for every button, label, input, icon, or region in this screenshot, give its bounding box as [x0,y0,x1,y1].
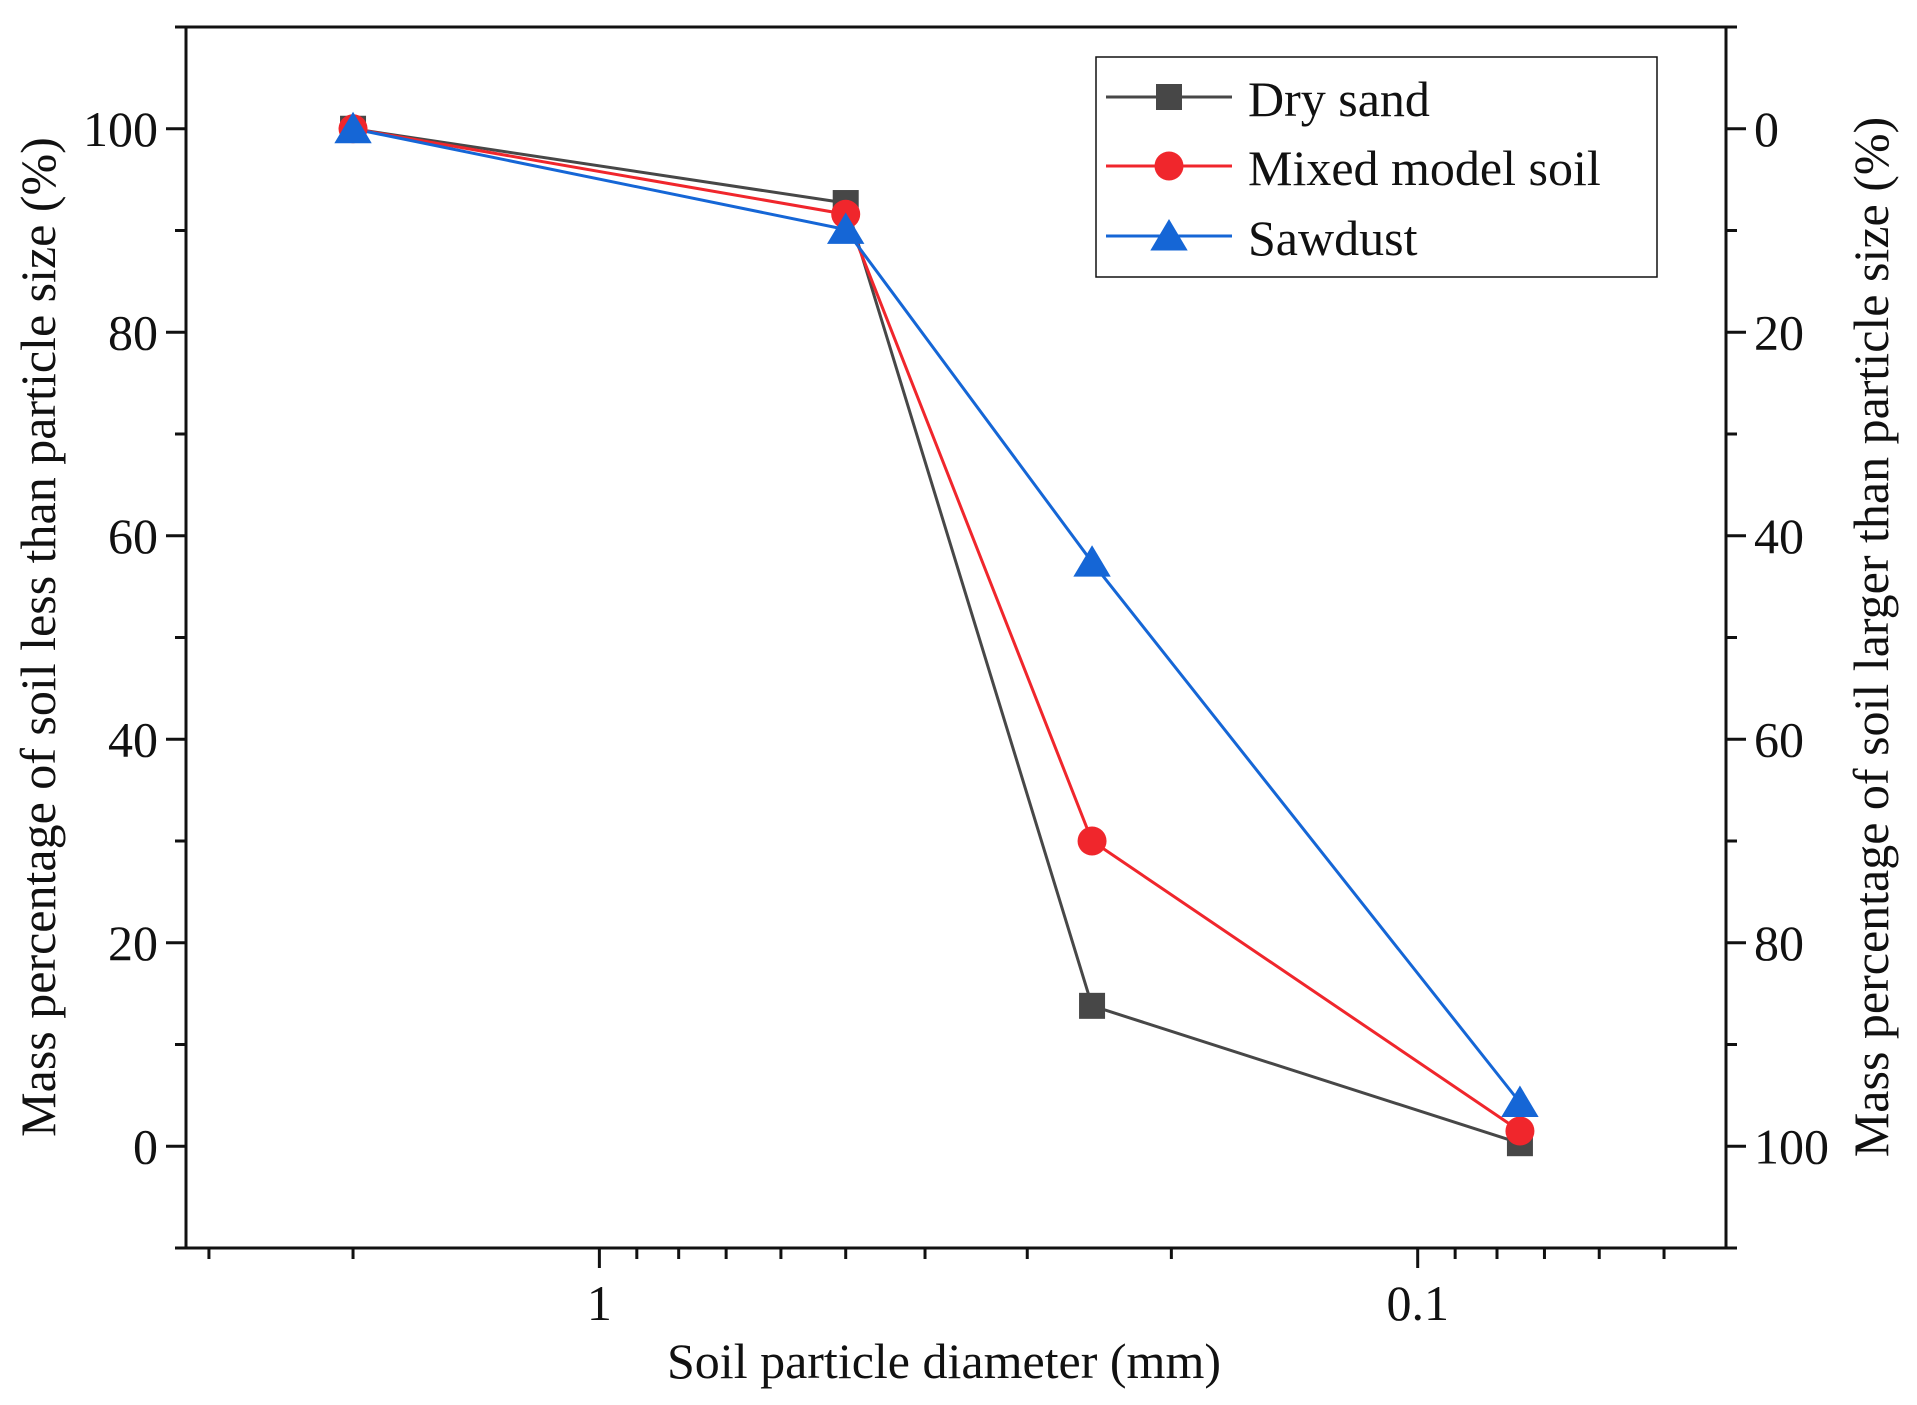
y2-tick-label: 60 [1754,711,1804,767]
y2-tick-label: 20 [1754,304,1804,360]
series-layer [334,111,1539,1157]
data-point-mixed-model-soil [1505,1116,1535,1146]
y2-tick-label: 0 [1754,101,1779,157]
legend-label-mixed-model-soil: Mixed model soil [1248,140,1601,196]
y-tick-label: 40 [108,711,158,767]
data-point-sawdust [1501,1085,1539,1117]
y-axis-title: Mass percentage of soil less than partic… [10,137,66,1137]
y-tick-label: 80 [108,304,158,360]
data-point-sawdust [827,212,865,244]
y-tick-label: 20 [108,915,158,971]
data-point-dry-sand [1079,992,1106,1019]
data-point-sawdust [334,111,372,144]
legend: Dry sand Mixed model soil Sawdust [1095,56,1658,278]
x-tick-label: 1 [587,1275,612,1331]
legend-label-dry-sand: Dry sand [1248,71,1430,127]
axes-layer: 0 20 40 60 80 100 100 80 60 40 20 0 1 0.1 [83,25,1829,1331]
data-point-sawdust [1073,545,1111,577]
y-tick-label: 0 [133,1118,158,1174]
legend-samples [1106,84,1232,251]
series-line-mixed-model-soil [352,127,1521,1133]
y-tick-label: 60 [108,508,158,564]
x-tick-label: 0.1 [1386,1275,1449,1331]
data-point-mixed-model-soil [1077,826,1107,856]
y2-tick-label: 80 [1754,915,1804,971]
legend-label-sawdust: Sawdust [1248,210,1418,266]
x-axis-title: Soil particle diameter (mm) [667,1333,1221,1389]
legend-marker-mixed-model-soil [1154,151,1184,181]
series-line-dry-sand [352,127,1521,1145]
y2-tick-label: 100 [1754,1118,1829,1174]
y-tick-label: 100 [83,101,158,157]
y2-tick-label: 40 [1754,508,1804,564]
legend-marker-dry-sand [1156,84,1182,110]
series-line-sawdust [352,127,1522,1104]
legend-marker-sawdust [1150,219,1188,251]
y2-axis-title: Mass percentage of soil larger than part… [1843,117,1899,1157]
